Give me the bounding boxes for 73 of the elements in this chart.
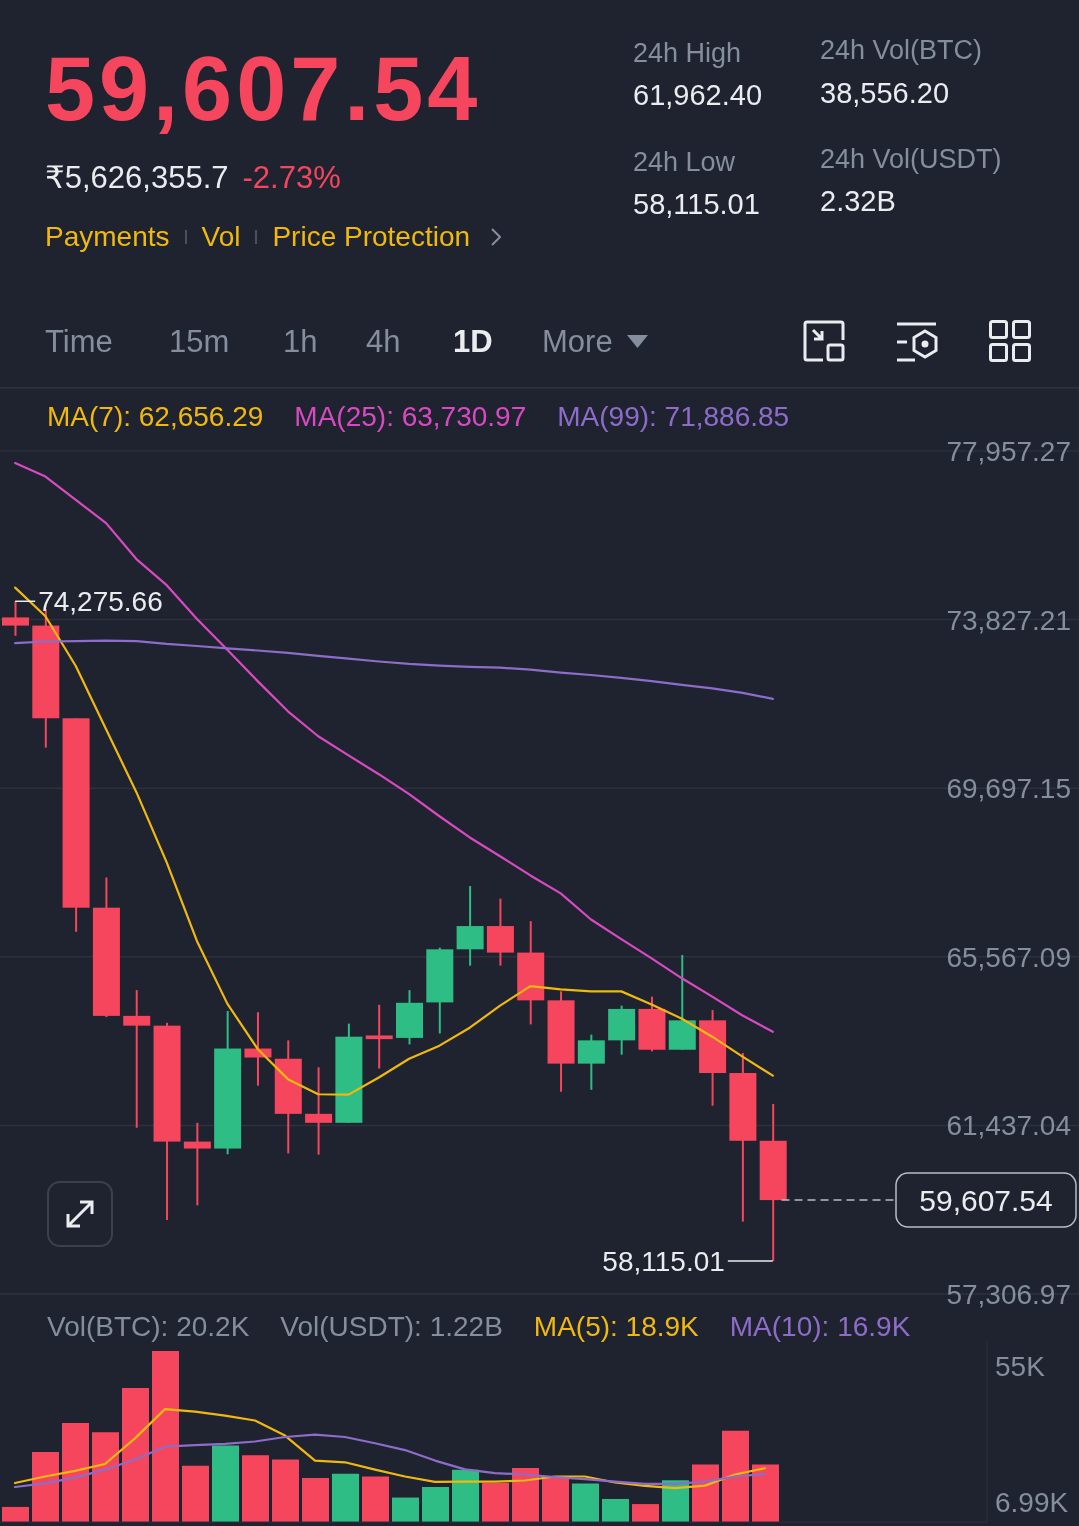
annotation: Vol(BTC): 20.2K [47, 1310, 250, 1344]
bar [152, 1351, 179, 1522]
line-series [14, 586, 774, 1096]
bar [542, 1476, 569, 1522]
bar [62, 1423, 89, 1522]
bar [422, 1487, 449, 1522]
y-tick-label: 77,957.27 [946, 435, 1071, 467]
text: 58,115.01 [633, 186, 760, 222]
text: Time [45, 323, 113, 361]
line-series [14, 462, 774, 1033]
bar [512, 1467, 539, 1522]
bar [272, 1459, 299, 1522]
text: 1D [453, 323, 493, 361]
bar [332, 1473, 359, 1522]
text: MA(10): 16.9K [729, 1310, 911, 1344]
annotation: Vol(USDT): 1.22B [280, 1310, 503, 1344]
line-series [13, 1408, 767, 1490]
text: ₹5,626,355.7 [45, 159, 229, 197]
text: MA(7): 62,656.29 [47, 400, 264, 434]
text: -2.73% [242, 159, 341, 197]
line-series [13, 1433, 767, 1489]
text: 2.32B [820, 183, 896, 219]
text: 24h Vol(USDT) [820, 142, 1002, 176]
bar [572, 1483, 599, 1522]
text: Price Protection [272, 220, 471, 254]
text: 24h Low [633, 145, 736, 179]
text: More [542, 323, 613, 361]
bar [302, 1477, 329, 1522]
bar [212, 1445, 239, 1522]
text: 59,607.54 [45, 39, 482, 139]
bar [602, 1498, 629, 1522]
candlestick [2, 600, 29, 637]
y-tick-label: 65,567.09 [946, 941, 1071, 973]
y-tick-label: 73,827.21 [946, 604, 1071, 636]
text: 1h [283, 323, 318, 361]
y-tick-label: 57,306.97 [946, 1278, 1071, 1310]
text: MA(99): 71,886.85 [557, 400, 790, 434]
bar [392, 1497, 419, 1522]
bar [242, 1455, 269, 1522]
text: 24h Vol(BTC) [820, 33, 983, 67]
text: 24h High [633, 36, 742, 70]
text: Payments [45, 220, 170, 254]
bar [122, 1388, 149, 1522]
y-tick-label: 69,697.15 [946, 773, 1071, 805]
text: Vol [201, 220, 241, 254]
bar [452, 1469, 479, 1522]
candlestick [123, 989, 151, 1129]
bar [752, 1464, 779, 1522]
bar [32, 1452, 59, 1522]
bar [722, 1430, 749, 1522]
bar [632, 1504, 659, 1522]
annotation: 58,115.01 [602, 1245, 725, 1277]
candlestick [305, 1066, 333, 1156]
bar [692, 1464, 719, 1522]
text: MA(5): 18.9K [533, 1310, 699, 1344]
bar [182, 1465, 209, 1522]
candlestick [365, 1003, 393, 1070]
y-tick-label: 61,437.04 [946, 1110, 1071, 1142]
y-tick-label: 6.99K [995, 1487, 1069, 1519]
text: 4h [366, 323, 401, 361]
bar [482, 1483, 509, 1522]
bar [92, 1432, 119, 1522]
bar [362, 1476, 389, 1522]
text: 38,556.20 [820, 75, 950, 111]
y-tick-label: 55K [995, 1350, 1046, 1382]
bar [2, 1506, 29, 1522]
line-series [14, 639, 774, 700]
text: MA(25): 63,730.97 [294, 400, 527, 434]
ref-line-label: 59,607.54 [919, 1183, 1053, 1217]
annotation: 74,275.66 [38, 585, 163, 617]
candlestick [183, 1121, 211, 1207]
text: 61,962.40 [633, 77, 763, 113]
text: 15m [169, 323, 230, 361]
